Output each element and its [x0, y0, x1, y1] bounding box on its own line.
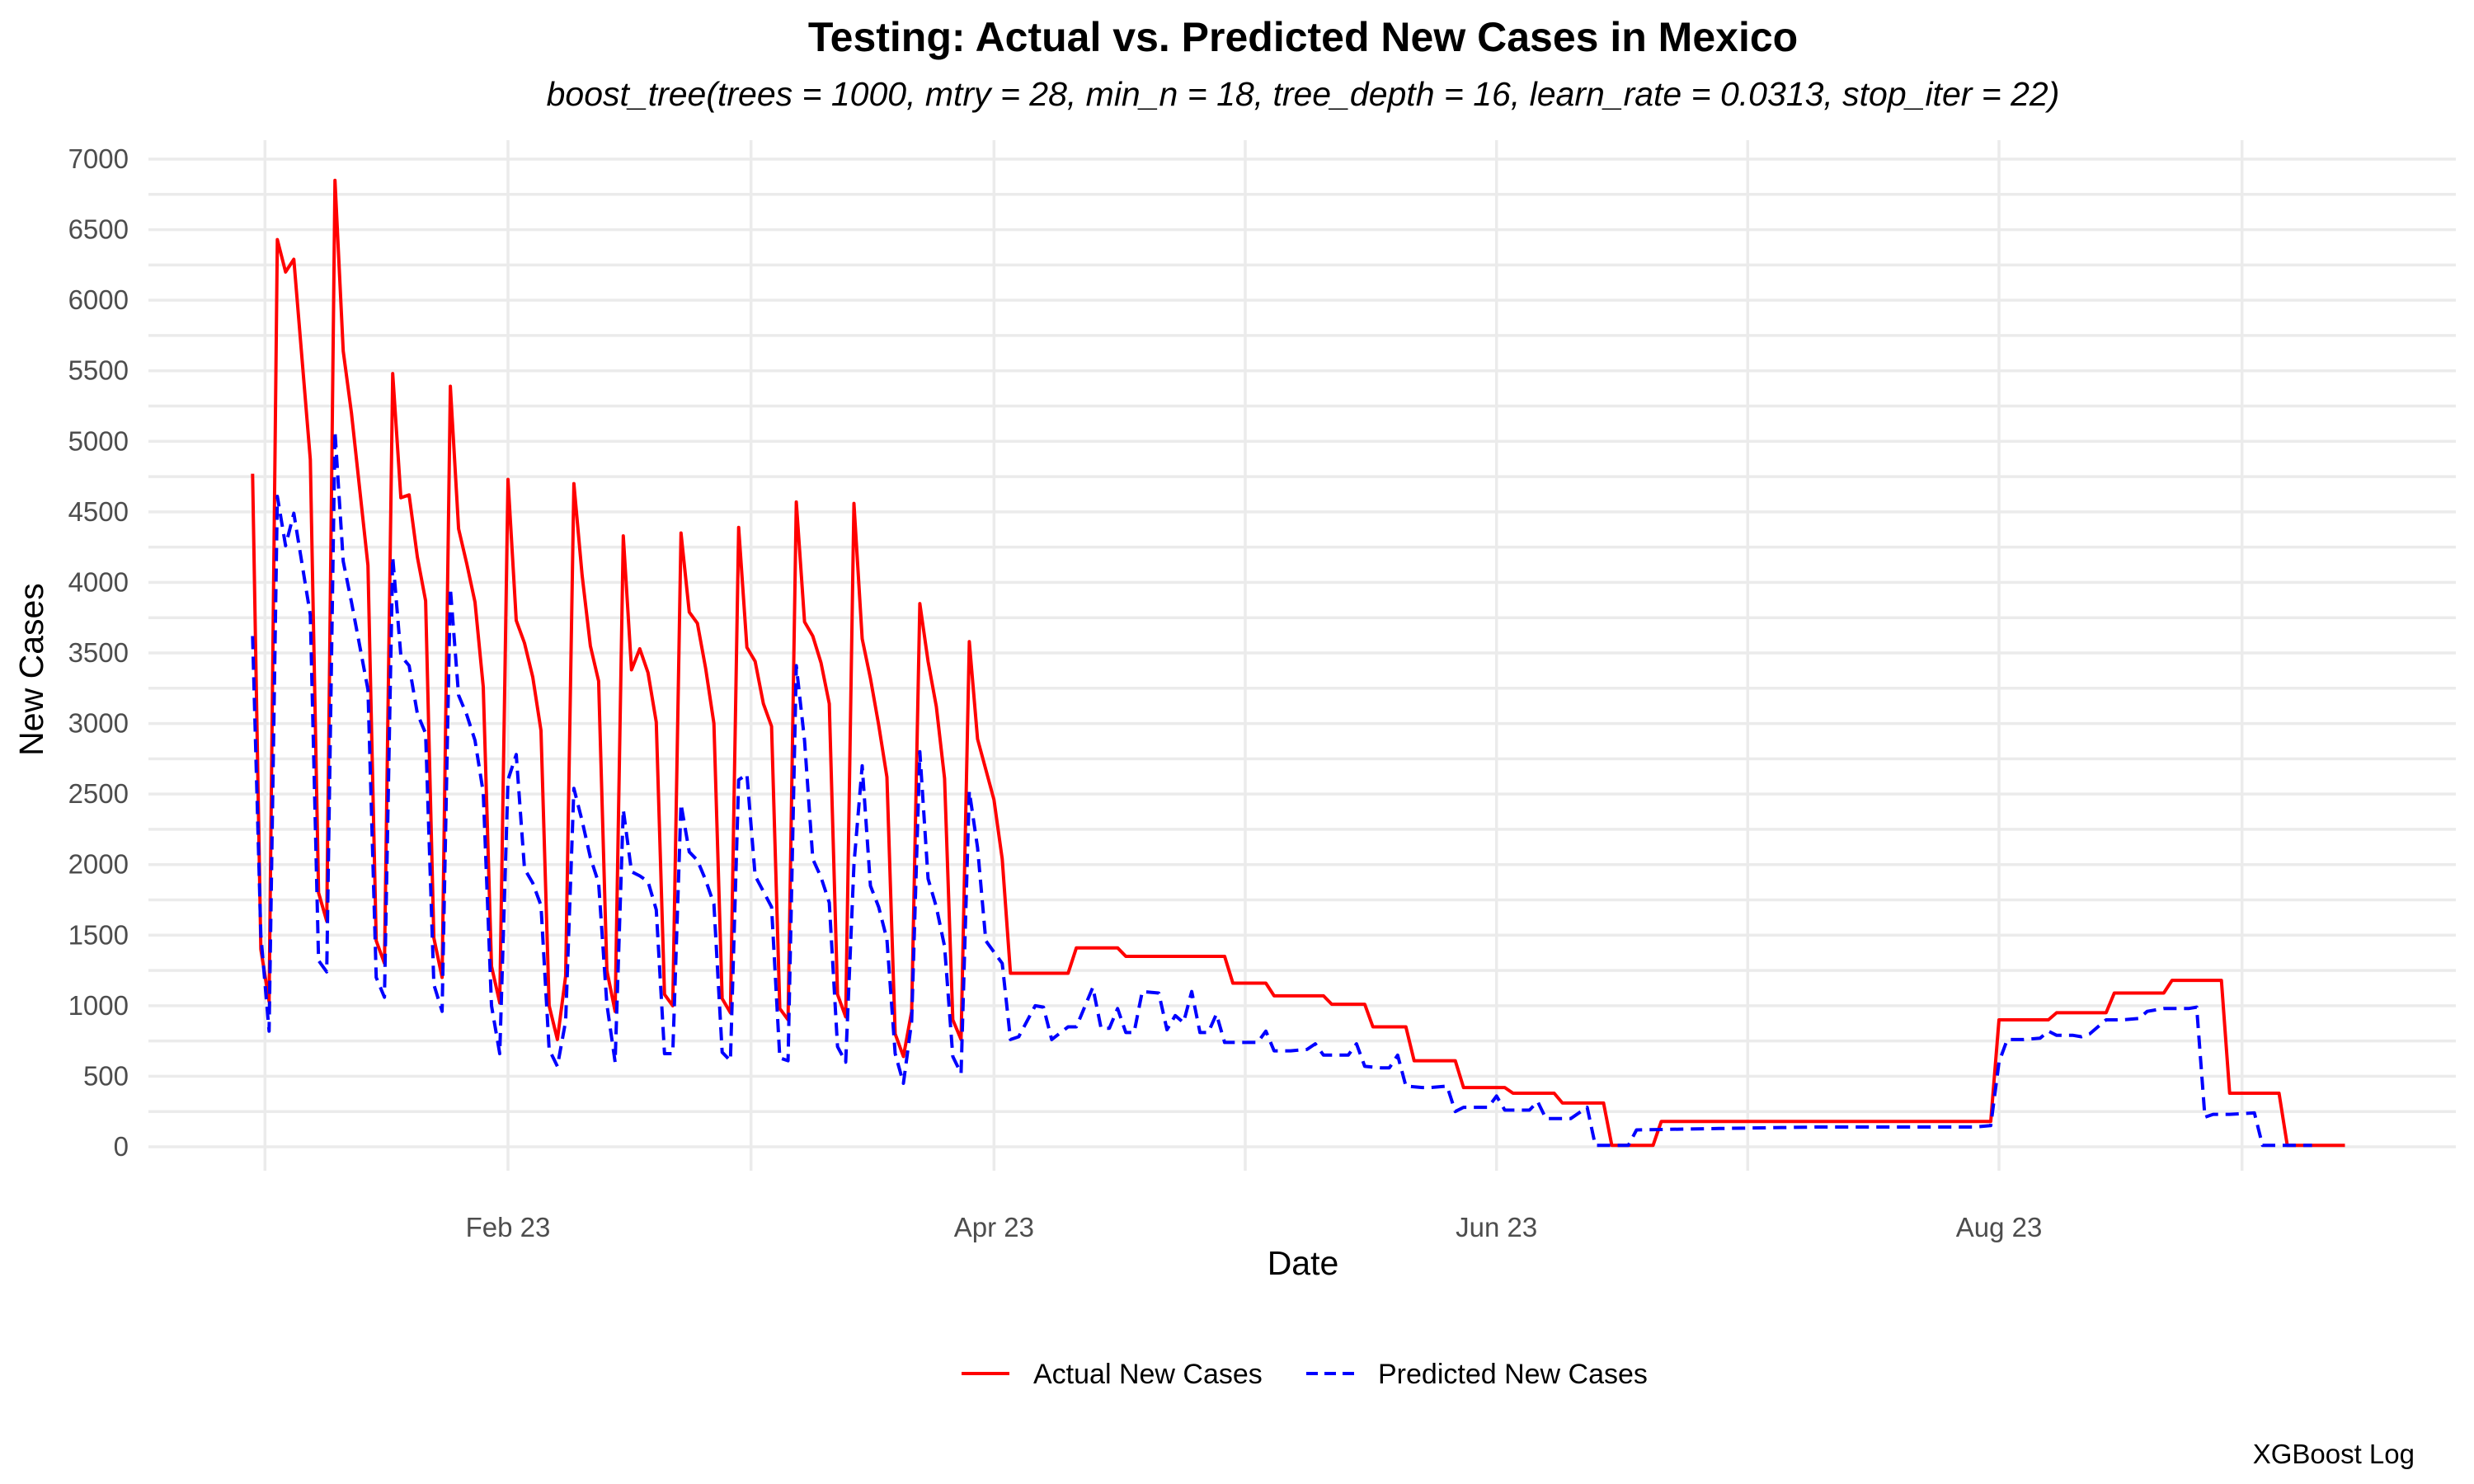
y-tick-label: 6000 [68, 284, 129, 315]
x-tick-label: Jun 23 [1456, 1212, 1537, 1242]
y-tick-label: 6500 [68, 214, 129, 245]
x-tick-label: Feb 23 [466, 1212, 551, 1242]
chart-subtitle: boost_tree(trees = 1000, mtry = 28, min_… [547, 75, 2060, 113]
x-axis-tick-labels: Feb 23 Apr 23 Jun 23 Aug 23 [466, 1212, 2043, 1242]
y-tick-label: 5000 [68, 425, 129, 456]
series-line-predicted [251, 430, 2312, 1148]
legend-label-actual: Actual New Cases [1033, 1359, 1263, 1390]
y-tick-label: 3500 [68, 637, 129, 668]
y-tick-label: 0 [114, 1131, 129, 1162]
y-axis-tick-labels: 0 500 1000 1500 2000 2500 3000 3500 4000 4500 5000… [68, 143, 129, 1162]
x-axis-title: Date [1268, 1244, 1339, 1282]
series-line-actual [251, 178, 2345, 1148]
x-tick-label: Aug 23 [1956, 1212, 2043, 1242]
y-tick-label: 4000 [68, 566, 129, 597]
y-axis-title: New Cases [12, 583, 50, 756]
y-tick-label: 500 [83, 1060, 129, 1091]
y-tick-label: 5500 [68, 355, 129, 386]
legend: Actual New Cases Predicted New Cases [962, 1359, 1648, 1390]
y-tick-label: 1000 [68, 990, 129, 1021]
y-tick-label: 7000 [68, 143, 129, 174]
x-tick-label: Apr 23 [954, 1212, 1034, 1242]
chart-title: Testing: Actual vs. Predicted New Cases … [808, 14, 1798, 60]
y-tick-label: 4500 [68, 496, 129, 527]
y-tick-label: 2500 [68, 778, 129, 809]
y-tick-label: 3000 [68, 708, 129, 739]
legend-label-predicted: Predicted New Cases [1378, 1359, 1648, 1390]
y-tick-label: 2000 [68, 849, 129, 880]
chart-caption: XGBoost Log [2253, 1439, 2415, 1469]
grid-lines [148, 140, 2456, 1171]
y-tick-label: 1500 [68, 919, 129, 950]
series-lines [251, 178, 2345, 1148]
